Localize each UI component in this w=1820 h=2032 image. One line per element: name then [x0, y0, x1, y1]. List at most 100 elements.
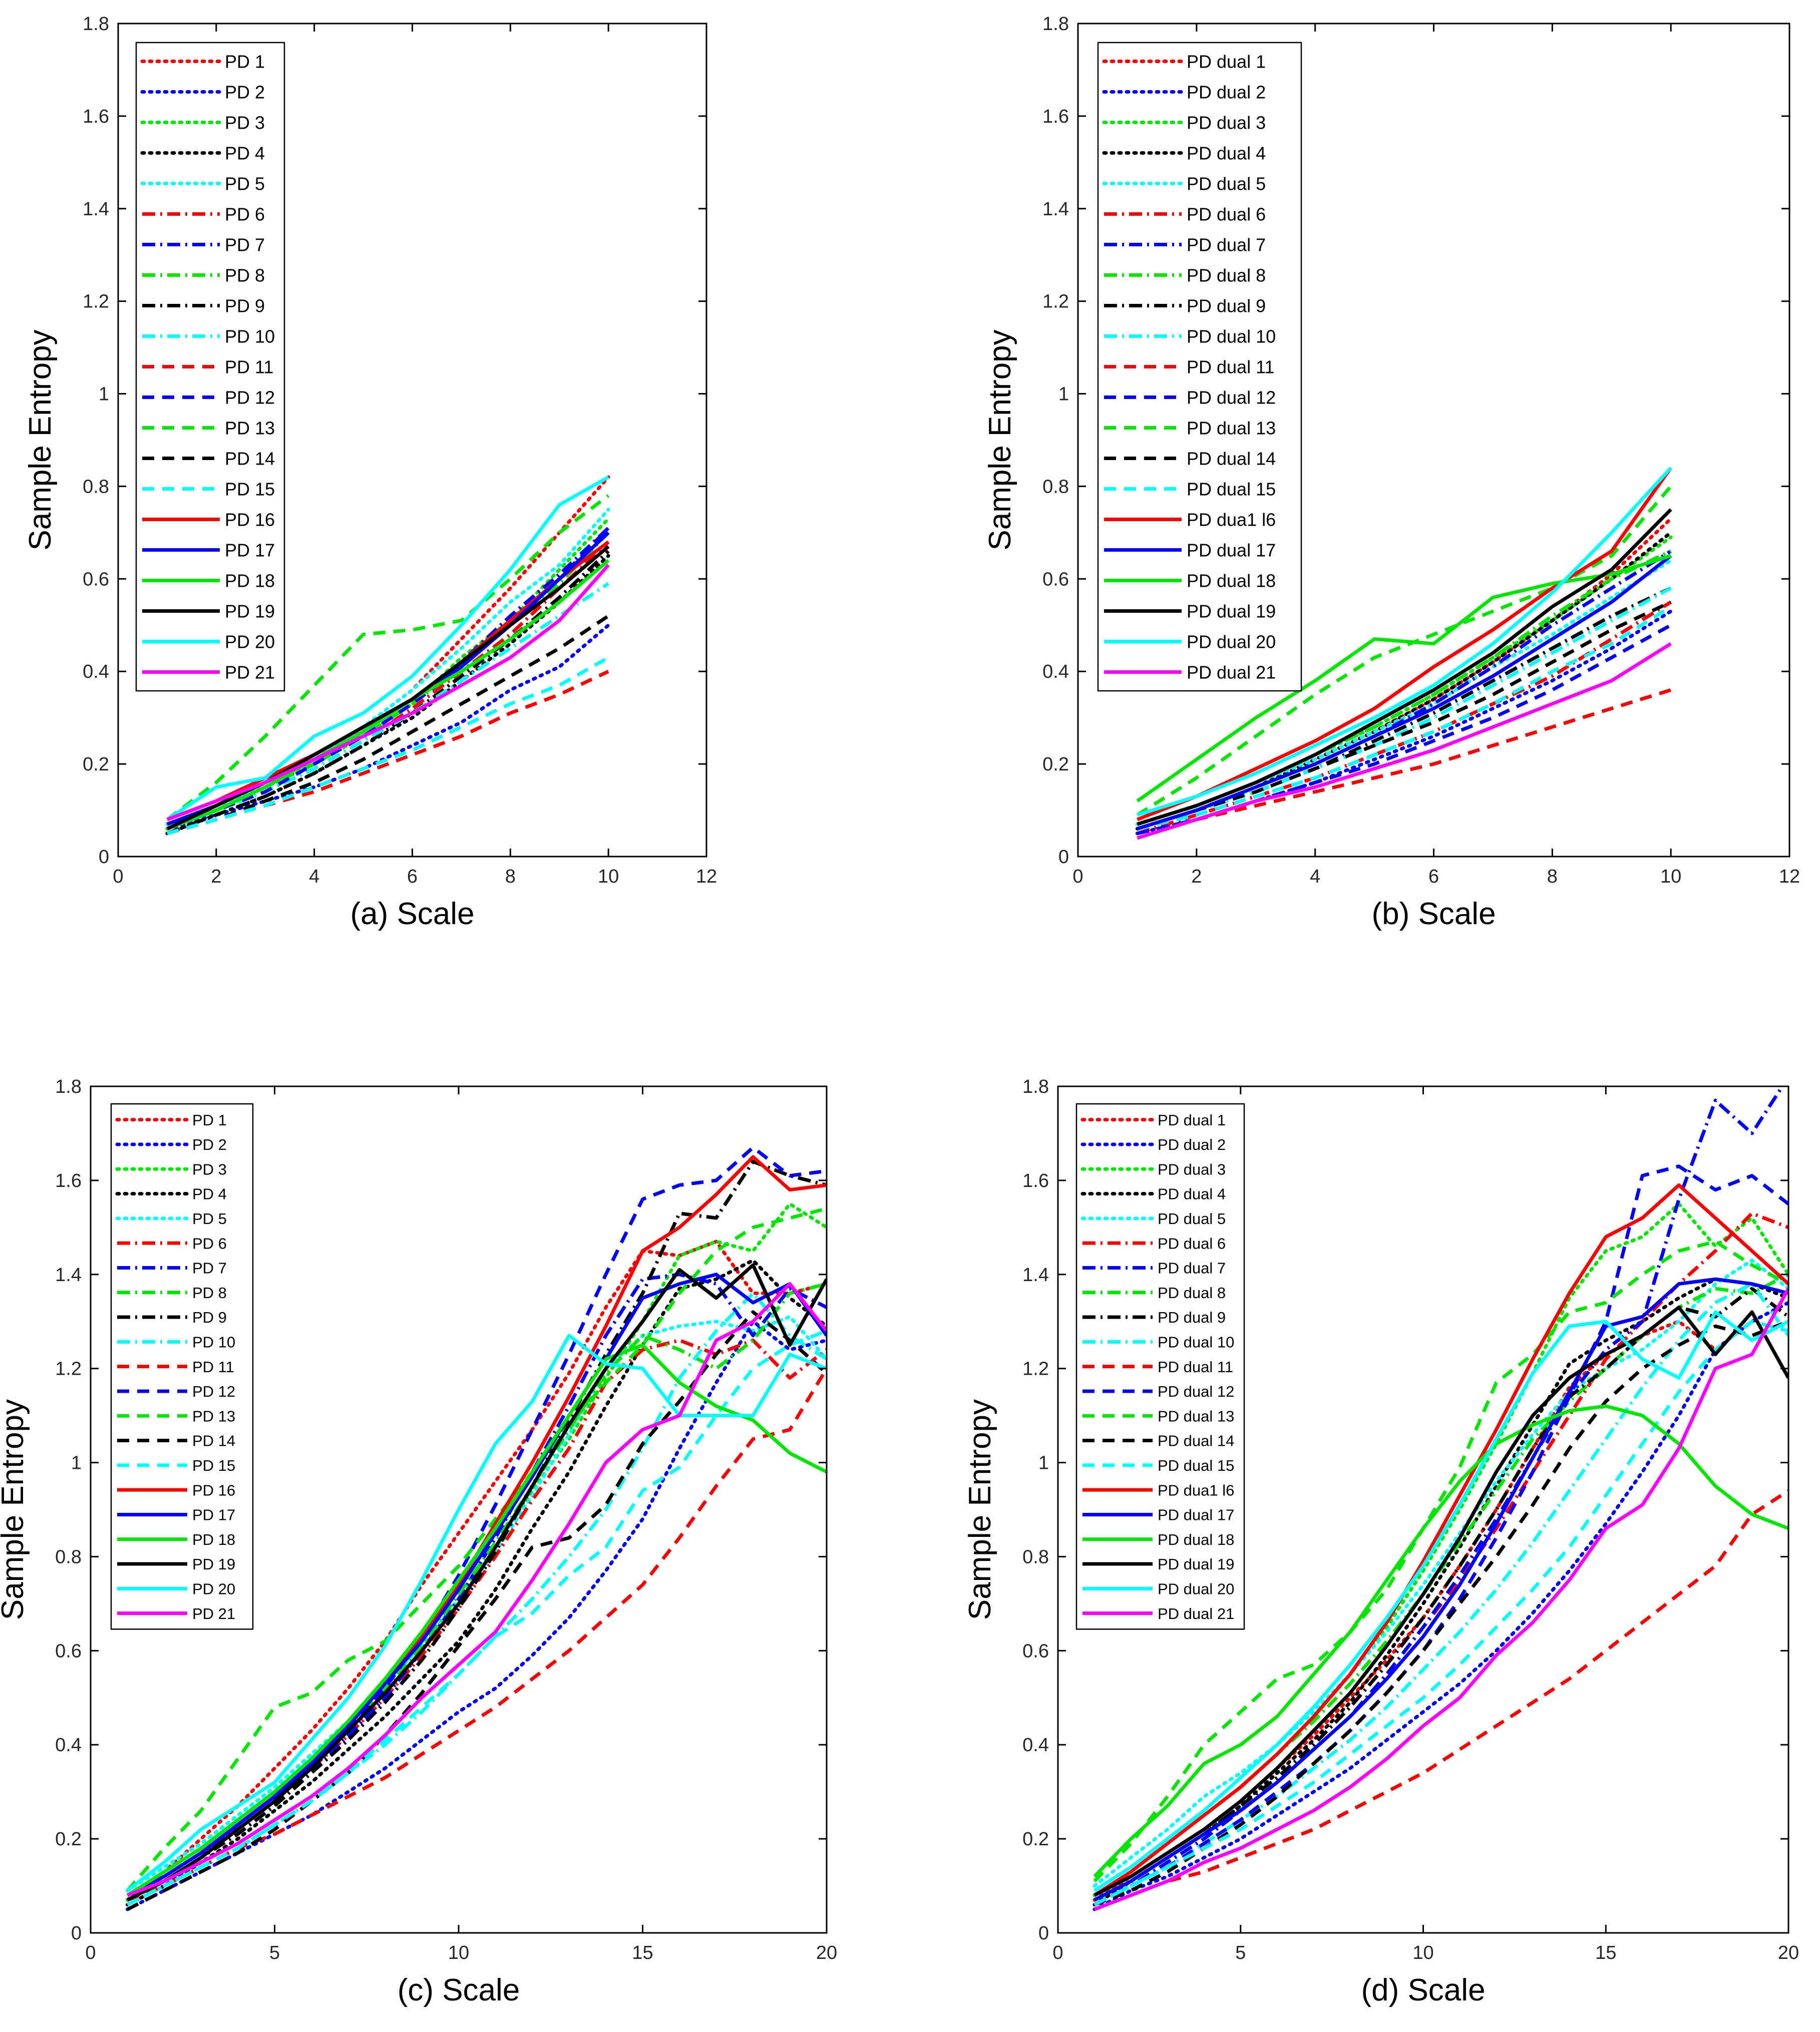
legend-label: PD 3	[225, 112, 265, 133]
series-line-pd-8	[126, 1282, 827, 1897]
y-tick-label: 0	[99, 847, 109, 868]
y-tick-label: 0.2	[1042, 754, 1069, 775]
legend-label: PD 9	[225, 295, 265, 316]
legend-label: PD 2	[225, 82, 265, 102]
x-tick-label: 0	[1052, 1942, 1063, 1963]
chart-panel-a: 0 2 4 6 8 10 12 0 0.2 0.4 0.6 0.8 1 1.2 1.4 1.6 1.8 (a) S…	[23, 14, 717, 931]
y-tick-label: 0.4	[55, 1735, 82, 1756]
series-line-pd-5	[165, 508, 610, 826]
legend-label: PD 10	[225, 326, 275, 346]
y-tick-label: 0.2	[83, 754, 109, 775]
series-line-pd-14	[126, 1310, 827, 1911]
series-line-pd-20	[166, 475, 609, 821]
legend-label: PD 5	[192, 1210, 227, 1228]
y-tick-label: 1.2	[83, 291, 109, 312]
legend-label: PD 5	[225, 173, 265, 194]
legend-label: PD 13	[192, 1407, 235, 1425]
x-tick-label: 8	[1547, 866, 1558, 887]
y-tick-label: 1.8	[1042, 14, 1069, 35]
legend-label: PD 9	[192, 1309, 227, 1326]
series-line-pd-dual-15	[1137, 605, 1672, 831]
chart-panel-c: 0 5 10 15 20 0 0.2 0.4 0.6 0.8 1 1.2 1.4 1.6 1.8 (c) Sc…	[0, 1076, 837, 2007]
legend-label: PD dual 3	[1158, 1160, 1226, 1178]
y-tick-label: 1.2	[1042, 291, 1069, 312]
y-tick-label: 1	[1038, 1453, 1049, 1474]
legend-label: PD dual 10	[1158, 1334, 1234, 1351]
y-tick-label: 1.6	[83, 106, 109, 127]
series-line-pd-dual-11	[1094, 1489, 1788, 1911]
series-line-pd-dual-17	[1137, 554, 1672, 831]
y-tick-label: 1.4	[55, 1265, 82, 1286]
y-tick-label: 0.4	[1022, 1735, 1049, 1756]
y-tick-label: 0	[71, 1923, 82, 1944]
x-tick-label: 12	[696, 866, 717, 887]
y-tick-label: 0.8	[1042, 476, 1069, 497]
y-tick-label: 0.2	[1022, 1829, 1049, 1850]
y-tick-label: 1.6	[1042, 106, 1069, 127]
series-line-pd-20	[126, 1334, 827, 1892]
legend-label: PD 12	[192, 1383, 235, 1400]
legend-label: PD 16	[225, 509, 275, 530]
x-tick-label: 6	[1428, 866, 1439, 887]
series-line-pd-19	[126, 1263, 827, 1902]
y-tick-label: 0.8	[55, 1546, 82, 1567]
series-group	[126, 1145, 827, 1911]
legend-label: PD 20	[192, 1580, 235, 1598]
series-line-pd-dua1-l6	[1137, 467, 1673, 822]
series-line-pd-dual-15	[1094, 1320, 1788, 1906]
series-line-pd-dual-4	[1135, 531, 1673, 831]
legend-label: PD dual 18	[1187, 570, 1276, 591]
legend-label: PD dua1 l6	[1158, 1481, 1234, 1499]
series-line-pd-dual-21	[1094, 1288, 1788, 1911]
legend-label: PD dua1 l6	[1187, 509, 1276, 530]
series-line-pd-dual-18	[1093, 1404, 1788, 1878]
chart-panel-d: 0 5 10 15 20 0 0.2 0.4 0.6 0.8 1 1.2 1.4 1.6 1.8 (d) Sc…	[963, 1076, 1799, 2007]
legend-label: PD 3	[192, 1160, 227, 1178]
series-line-pd-dual-19	[1137, 508, 1672, 826]
y-tick-label: 0.4	[1042, 661, 1069, 682]
y-tick-label: 1.4	[83, 199, 109, 220]
legend-label: PD 17	[192, 1506, 235, 1524]
legend: PD dual 1 PD dual 2 PD dual 3 PD dual 4 PD d…	[1097, 42, 1302, 692]
y-tick-label: 1	[71, 1453, 82, 1474]
legend-label: PD 1	[192, 1111, 227, 1129]
x-tick-label: 2	[1191, 866, 1202, 887]
legend-label: PD dual 12	[1158, 1383, 1234, 1400]
legend-label: PD dual 7	[1158, 1260, 1226, 1277]
series-line-pd-dual-13	[1093, 1240, 1788, 1883]
series-line-pd-10	[166, 582, 610, 831]
series-line-pd-dual-20	[1137, 467, 1672, 817]
x-tick-label: 20	[1778, 1942, 1799, 1963]
legend-label: PD dual 13	[1158, 1407, 1234, 1425]
legend-label: PD dual 17	[1158, 1506, 1234, 1524]
legend-label: PD dual 5	[1158, 1210, 1226, 1228]
legend-label: PD dual 17	[1187, 540, 1276, 560]
x-tick-label: 10	[598, 866, 619, 887]
series-line-pd-18	[126, 1343, 827, 1897]
x-tick-label: 2	[211, 866, 221, 887]
series-line-pd-19	[166, 545, 610, 831]
y-tick-label: 0	[1058, 847, 1069, 868]
x-tick-label: 0	[85, 1942, 96, 1963]
y-axis-label: Sample Entropy	[0, 1399, 30, 1620]
series-line-pd-dual-11	[1137, 688, 1672, 836]
x-tick-label: 10	[448, 1942, 469, 1963]
y-tick-label: 0	[1038, 1923, 1049, 1944]
series-line-pd-21	[127, 1282, 827, 1897]
series-line-pd-dual-7	[1094, 1086, 1785, 1906]
legend-label: PD dual 1	[1187, 51, 1266, 72]
series-line-pd-dual-17	[1094, 1277, 1788, 1902]
y-tick-label: 0.4	[83, 661, 109, 682]
y-tick-label: 1.8	[1022, 1076, 1049, 1097]
legend-label: PD dual 6	[1158, 1235, 1226, 1252]
x-tick-label: 20	[816, 1942, 837, 1963]
series-line-pd-13	[166, 494, 610, 821]
legend-label: PD 15	[225, 479, 275, 499]
x-axis-label: (c) Scale	[398, 1973, 520, 2007]
legend-label: PD dual 3	[1187, 112, 1266, 133]
legend-label: PD dual 12	[1187, 387, 1276, 408]
y-tick-label: 0.8	[83, 476, 109, 497]
legend-label: PD dual 20	[1158, 1580, 1234, 1598]
legend-label: PD dual 18	[1158, 1531, 1234, 1548]
series-line-pd-dual-21	[1137, 642, 1672, 840]
